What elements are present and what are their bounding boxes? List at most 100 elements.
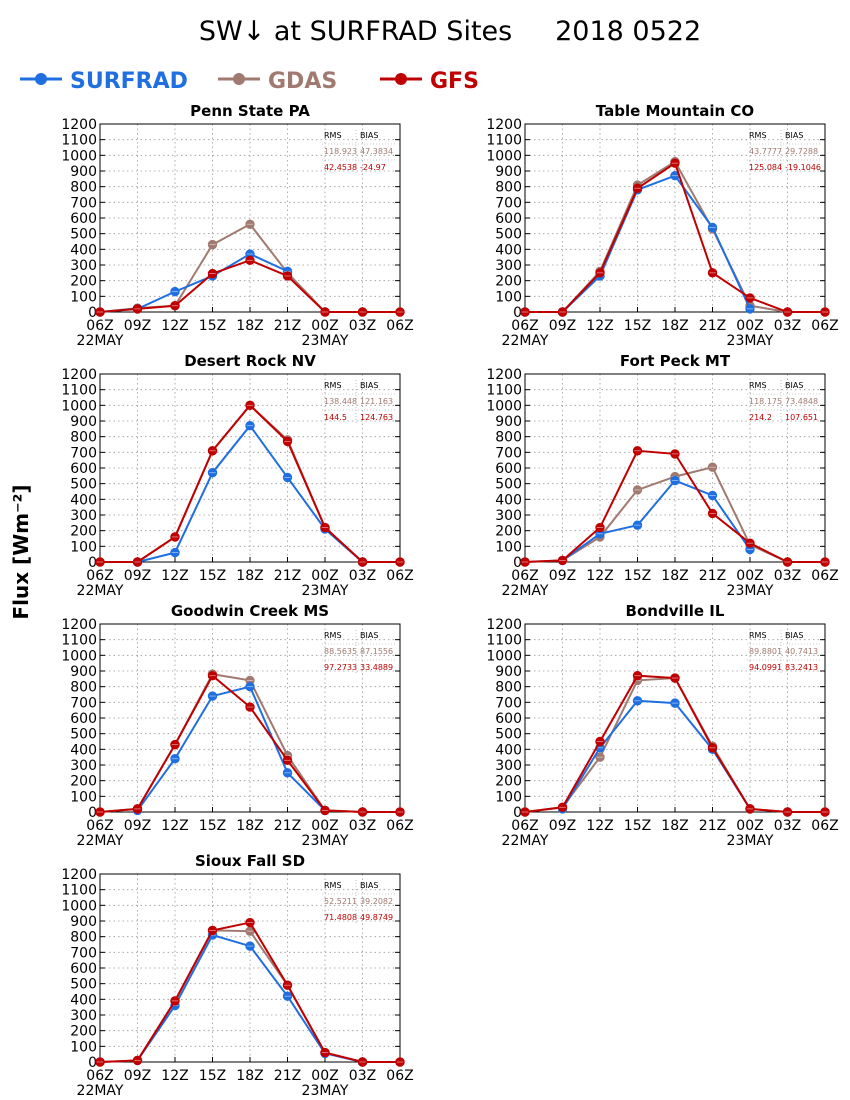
y-tick-label: 700 — [70, 945, 97, 961]
x-tick-label: 15Z — [199, 1068, 226, 1084]
x-tick-label: 06Z — [511, 818, 538, 834]
series-surfrad — [520, 171, 755, 317]
grid — [524, 623, 826, 813]
x-tick-label: 06Z — [386, 318, 413, 334]
x-tick-label: 03Z — [349, 318, 376, 334]
stats-header-bias: BIAS — [785, 131, 803, 140]
x-tick-label: 09Z — [124, 568, 151, 584]
y-axis-label: Flux [Wm⁻²] — [9, 484, 33, 619]
y-tick-label: 800 — [495, 680, 522, 696]
stats-gfs-bias: 49.8749 — [360, 913, 393, 922]
x-tick-label: 15Z — [624, 568, 651, 584]
stats-gdas-rms: 118.175 — [749, 397, 782, 406]
y-tick-label: 700 — [70, 195, 97, 211]
x-tick-label: 18Z — [236, 568, 263, 584]
stats-header-bias: BIAS — [360, 381, 378, 390]
series-surfrad — [557, 696, 755, 814]
stats-gdas-rms: 118.923 — [324, 147, 357, 156]
x-tick-label: 03Z — [774, 318, 801, 334]
stats-gdas-bias: 121.163 — [360, 397, 393, 406]
y-tick-label: 1000 — [61, 148, 97, 164]
stats-gdas-bias: 39.2082 — [360, 897, 393, 906]
date-label-start: 22MAY — [502, 583, 549, 599]
x-tick-label: 21Z — [699, 818, 726, 834]
x-tick-label: 06Z — [86, 568, 113, 584]
y-tick-label: 400 — [495, 492, 522, 508]
stats-gfs-rms: 97.2733 — [324, 663, 357, 672]
y-tick-label: 0 — [88, 305, 97, 321]
x-tick-label: 18Z — [236, 1068, 263, 1084]
y-tick-label: 0 — [513, 305, 522, 321]
y-tick-label: 1200 — [61, 867, 97, 883]
series-gfs — [520, 446, 830, 567]
date-label-start: 22MAY — [77, 333, 124, 349]
stats-header-rms: RMS — [749, 131, 767, 140]
x-tick-label: 06Z — [811, 318, 838, 334]
x-tick-label: 15Z — [199, 818, 226, 834]
series-line-surfrad — [136, 685, 326, 812]
y-tick-label: 500 — [70, 477, 97, 493]
y-tick-label: 200 — [70, 1024, 97, 1040]
y-tick-label: 800 — [70, 430, 97, 446]
stats-header-bias: BIAS — [785, 381, 803, 390]
x-tick-label: 18Z — [661, 318, 688, 334]
y-tick-label: 200 — [70, 274, 97, 290]
x-tick-label: 15Z — [624, 818, 651, 834]
y-tick-label: 300 — [70, 508, 97, 524]
series-surfrad — [132, 421, 368, 567]
series-gfs — [95, 255, 405, 317]
stats-header-rms: RMS — [324, 881, 342, 890]
stats-header-rms: RMS — [749, 381, 767, 390]
y-tick-label: 100 — [495, 789, 522, 805]
x-tick-label: 21Z — [274, 318, 301, 334]
x-tick-label: 03Z — [349, 818, 376, 834]
y-tick-label: 1200 — [61, 617, 97, 633]
panel-goodwin-creek-ms: Goodwin Creek MS 010020030040050060070080… — [61, 602, 413, 849]
x-tick-label: 12Z — [161, 318, 188, 334]
x-tick-label: 15Z — [199, 318, 226, 334]
stats-gfs-bias: 83.2413 — [785, 663, 818, 672]
stats-gfs-bias: 124.763 — [360, 413, 393, 422]
y-tick-label: 1100 — [61, 133, 97, 149]
y-tick-label: 300 — [495, 258, 522, 274]
y-tick-label: 400 — [70, 492, 97, 508]
legend-marker-gfs — [395, 73, 407, 85]
y-tick-label: 400 — [495, 242, 522, 258]
figure-title: SW↓ at SURFRAD Sites 2018 0522 — [199, 16, 701, 47]
x-tick-label: 09Z — [124, 1068, 151, 1084]
y-tick-label: 600 — [70, 211, 97, 227]
x-tick-label: 12Z — [161, 1068, 188, 1084]
y-tick-label: 700 — [70, 695, 97, 711]
y-tick-label: 500 — [70, 977, 97, 993]
y-tick-label: 1000 — [61, 648, 97, 664]
series-gfs — [95, 671, 405, 817]
y-tick-label: 1000 — [486, 148, 522, 164]
y-tick-label: 100 — [70, 1039, 97, 1055]
stats-gdas-bias: 47.3834 — [360, 147, 393, 156]
stats-header-bias: BIAS — [785, 631, 803, 640]
date-label-next: 23MAY — [727, 333, 774, 349]
panel-table-mountain-co: Table Mountain CO 01002003004005006007008… — [486, 102, 838, 349]
series-gfs — [520, 158, 830, 317]
stats-gdas-rms: 88.5635 — [324, 647, 357, 656]
x-tick-label: 12Z — [161, 568, 188, 584]
y-tick-label: 200 — [495, 524, 522, 540]
y-tick-label: 0 — [88, 555, 97, 571]
x-tick-label: 06Z — [86, 1068, 113, 1084]
x-tick-label: 06Z — [511, 318, 538, 334]
y-tick-label: 800 — [495, 430, 522, 446]
y-tick-label: 1000 — [61, 398, 97, 414]
y-tick-label: 1200 — [486, 367, 522, 383]
legend-item-gfs: GFS — [380, 69, 479, 94]
y-tick-label: 1200 — [61, 367, 97, 383]
y-tick-label: 900 — [70, 664, 97, 680]
y-tick-label: 1100 — [486, 383, 522, 399]
date-label-next: 23MAY — [302, 1083, 349, 1099]
y-tick-label: 100 — [70, 539, 97, 555]
x-tick-label: 12Z — [161, 818, 188, 834]
